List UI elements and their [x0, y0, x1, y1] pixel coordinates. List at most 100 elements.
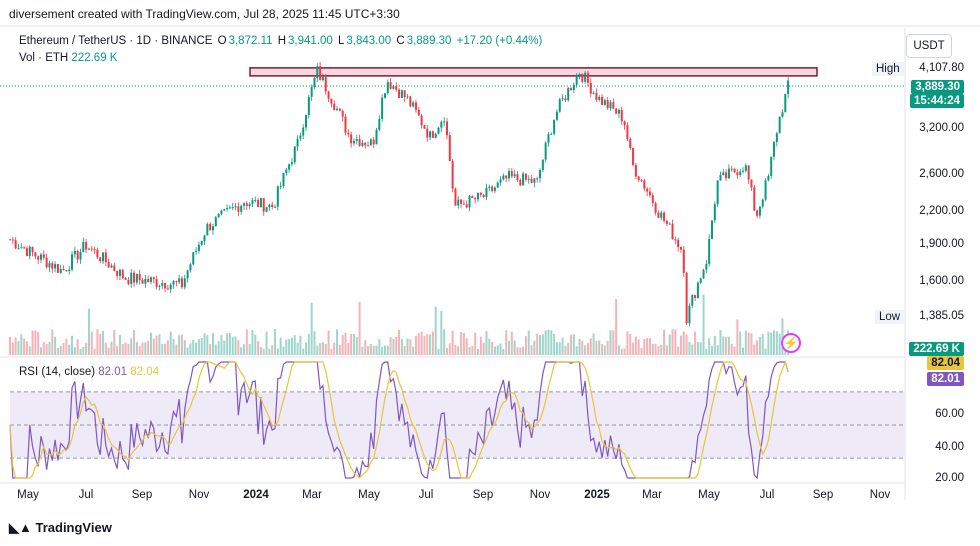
- candle-body: [750, 179, 753, 188]
- candle-body: [589, 82, 592, 94]
- volume-bar: [361, 346, 364, 355]
- volume-bar: [147, 340, 150, 355]
- volume-bar: [226, 333, 229, 355]
- volume-bar: [118, 334, 121, 355]
- candle-body: [778, 116, 781, 134]
- candle-body: [31, 246, 34, 253]
- volume-bar: [510, 331, 513, 355]
- volume-bar: [654, 343, 657, 355]
- candle-body: [93, 249, 96, 251]
- volume-bar: [327, 330, 330, 355]
- volume-bar: [615, 299, 618, 355]
- volume-bar: [784, 348, 787, 355]
- candle-body: [685, 272, 688, 324]
- volume-bar: [11, 342, 14, 355]
- candle-body: [389, 82, 392, 89]
- candle-body: [369, 139, 372, 146]
- close-value: 3,889.30: [406, 35, 452, 47]
- candle-body: [544, 142, 547, 160]
- volume-bar: [65, 338, 68, 355]
- volume-bar: [243, 344, 245, 355]
- candle-body: [561, 98, 564, 100]
- volume-bar: [550, 330, 553, 355]
- candle-body: [73, 250, 76, 255]
- candle-body: [175, 281, 178, 283]
- volume-bar: [499, 343, 502, 355]
- candle-body: [412, 102, 415, 107]
- candle-body: [375, 129, 378, 145]
- volume-bar: [609, 330, 612, 355]
- candle-body: [679, 247, 682, 250]
- candle-body: [113, 265, 116, 271]
- tv-logo-text: TradingView: [35, 520, 112, 535]
- volume-bar: [770, 332, 773, 355]
- volume-bar: [775, 331, 778, 355]
- candle-body: [657, 212, 660, 218]
- candle-body: [584, 72, 587, 82]
- volume-bar: [572, 334, 575, 355]
- volume-bar: [34, 330, 37, 355]
- currency-selector[interactable]: USDT: [906, 34, 952, 58]
- candle-body: [268, 204, 271, 208]
- volume-bar: [431, 331, 434, 355]
- volume-tag: 222.69 K: [909, 342, 964, 356]
- candle-body: [214, 217, 217, 227]
- candle-body: [158, 285, 161, 287]
- candle-body: [124, 278, 127, 280]
- candle-body: [651, 195, 654, 204]
- volume-bar: [674, 329, 677, 355]
- candle-body: [668, 223, 671, 225]
- candle-body: [217, 214, 220, 218]
- candle-body: [524, 173, 527, 180]
- volume-bar: [660, 344, 663, 355]
- volume-bar: [310, 302, 313, 355]
- change-value: +17.20 (+0.44%): [456, 35, 543, 47]
- volume-bar: [420, 331, 423, 355]
- flash-icon[interactable]: ⚡: [781, 333, 801, 353]
- candle-body: [42, 254, 45, 258]
- candle-body: [505, 175, 508, 179]
- candle-body: [14, 240, 17, 249]
- candle-body: [513, 174, 516, 177]
- volume-bar: [338, 344, 341, 355]
- candle-body: [747, 165, 750, 180]
- volume-bar: [350, 333, 353, 355]
- candle-body: [121, 269, 124, 279]
- volume-bar: [541, 334, 544, 355]
- candle-body: [392, 86, 395, 89]
- candle-body: [186, 270, 189, 279]
- volume-bar: [595, 340, 598, 355]
- volume-bar: [14, 337, 17, 355]
- volume-bar: [412, 346, 415, 355]
- candle-body: [440, 121, 443, 128]
- candle-body: [699, 278, 702, 283]
- volume-bar: [23, 338, 26, 355]
- candle-body: [164, 283, 167, 289]
- volume-bar: [713, 335, 716, 355]
- candle-body: [197, 244, 200, 251]
- candle-body: [784, 93, 787, 113]
- volume-bar: [581, 340, 584, 355]
- volume-bar: [42, 342, 45, 355]
- candle-body: [550, 133, 553, 135]
- volume-bar: [296, 342, 299, 355]
- volume-bar: [753, 344, 756, 355]
- candle-body: [305, 114, 308, 128]
- volume-bar: [561, 337, 564, 355]
- volume-bar: [564, 345, 567, 355]
- candle-body: [149, 277, 152, 282]
- candle-body: [426, 128, 429, 138]
- volume-bar: [603, 345, 606, 355]
- candle-body: [761, 199, 764, 207]
- candle-body: [564, 98, 567, 101]
- volume-bar: [688, 342, 691, 355]
- volume-bar: [445, 347, 448, 355]
- volume-bar: [578, 338, 581, 355]
- volume-bar: [319, 343, 322, 355]
- rsi-tick: 60.00: [935, 408, 964, 420]
- candle-body: [539, 170, 542, 179]
- candle-body: [555, 111, 558, 120]
- volume-bar: [634, 336, 637, 355]
- candle-body: [648, 191, 651, 196]
